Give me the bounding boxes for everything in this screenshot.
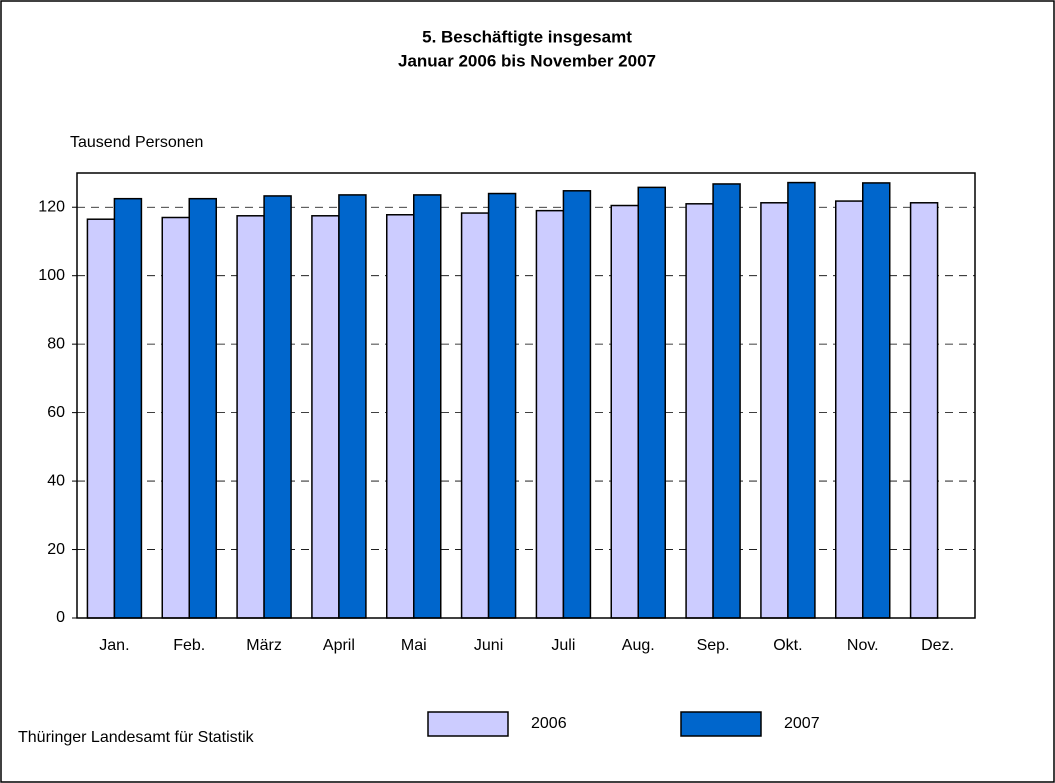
bar [787, 181, 816, 619]
chart-title: 5. Beschäftigte insgesamt [422, 27, 632, 46]
y-tick-label: 40 [47, 472, 65, 489]
bar [113, 197, 143, 619]
y-tick-label: 0 [56, 609, 65, 626]
bar [637, 186, 666, 619]
y-tick-label: 120 [38, 198, 65, 215]
x-tick-label: Sep. [697, 637, 730, 654]
y-tick-label: 60 [47, 404, 65, 421]
y-axis-label: Tausend Personen [70, 134, 203, 151]
y-tick-label: 80 [47, 335, 65, 352]
bar [487, 192, 517, 619]
bar [862, 182, 891, 619]
bar [835, 200, 864, 619]
legend-swatch [427, 711, 509, 737]
x-tick-label: Dez. [921, 637, 954, 654]
bar [562, 190, 592, 619]
x-tick-label: April [323, 637, 355, 654]
x-tick-label: Juni [474, 637, 503, 654]
bar [188, 197, 217, 619]
x-tick-label: Jan. [99, 637, 129, 654]
bar [86, 218, 116, 619]
bar [610, 204, 639, 619]
y-tick-label: 100 [38, 267, 65, 284]
source: Thüringer Landesamt für Statistik [18, 729, 255, 746]
x-tick-label: Juli [551, 637, 575, 654]
x-tick-label: Feb. [173, 637, 205, 654]
x-tick-label: Nov. [847, 637, 879, 654]
bar [386, 214, 415, 619]
bar [311, 215, 340, 619]
x-tick-label: Okt. [773, 637, 802, 654]
bar [712, 183, 741, 619]
legend-label: 2006 [531, 715, 567, 732]
y-tick-label: 20 [47, 541, 65, 558]
bar [338, 194, 367, 619]
x-tick-label: März [246, 637, 282, 654]
x-tick-label: Mai [401, 637, 427, 654]
plot-area [77, 173, 975, 618]
bar [236, 215, 265, 619]
bar [909, 202, 939, 619]
legend-label: 2007 [784, 715, 820, 732]
bar [535, 209, 565, 619]
bar [760, 202, 789, 619]
bar [263, 195, 292, 619]
x-tick-label: Aug. [622, 637, 655, 654]
bar [161, 216, 190, 619]
bar [685, 203, 714, 619]
chart-subtitle: Januar 2006 bis November 2007 [398, 51, 656, 70]
plot-border [76, 172, 976, 619]
legend-swatch [680, 711, 762, 737]
bar [460, 212, 490, 619]
bar [413, 194, 442, 619]
